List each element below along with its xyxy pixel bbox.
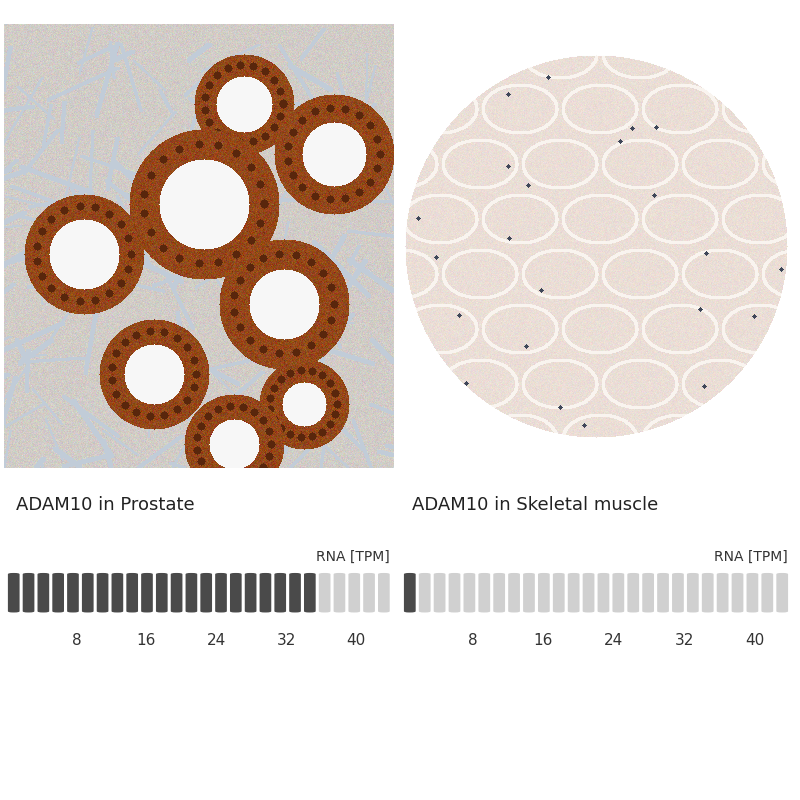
FancyBboxPatch shape [419, 573, 430, 613]
FancyBboxPatch shape [538, 573, 550, 613]
FancyBboxPatch shape [378, 573, 390, 613]
FancyBboxPatch shape [613, 573, 624, 613]
FancyBboxPatch shape [776, 573, 788, 613]
FancyBboxPatch shape [463, 573, 475, 613]
FancyBboxPatch shape [82, 573, 94, 613]
Text: 8: 8 [468, 634, 478, 648]
FancyBboxPatch shape [97, 573, 109, 613]
Text: ADAM10 in Skeletal muscle: ADAM10 in Skeletal muscle [412, 496, 658, 514]
FancyBboxPatch shape [289, 573, 301, 613]
Text: 16: 16 [534, 634, 553, 648]
FancyBboxPatch shape [38, 573, 49, 613]
Text: 24: 24 [604, 634, 623, 648]
FancyBboxPatch shape [363, 573, 375, 613]
FancyBboxPatch shape [215, 573, 227, 613]
FancyBboxPatch shape [8, 573, 19, 613]
Text: 8: 8 [71, 634, 81, 648]
FancyBboxPatch shape [627, 573, 639, 613]
FancyBboxPatch shape [568, 573, 579, 613]
Text: ADAM10 in Prostate: ADAM10 in Prostate [16, 496, 194, 514]
FancyBboxPatch shape [52, 573, 64, 613]
FancyBboxPatch shape [434, 573, 446, 613]
FancyBboxPatch shape [67, 573, 79, 613]
FancyBboxPatch shape [672, 573, 684, 613]
Text: RNA [TPM]: RNA [TPM] [714, 550, 788, 564]
FancyBboxPatch shape [186, 573, 198, 613]
Text: 32: 32 [277, 634, 296, 648]
Text: 40: 40 [745, 634, 764, 648]
FancyBboxPatch shape [334, 573, 346, 613]
Text: 32: 32 [674, 634, 694, 648]
FancyBboxPatch shape [141, 573, 153, 613]
FancyBboxPatch shape [553, 573, 565, 613]
FancyBboxPatch shape [22, 573, 34, 613]
FancyBboxPatch shape [200, 573, 212, 613]
FancyBboxPatch shape [598, 573, 610, 613]
FancyBboxPatch shape [349, 573, 360, 613]
FancyBboxPatch shape [687, 573, 698, 613]
FancyBboxPatch shape [404, 573, 416, 613]
Text: 40: 40 [346, 634, 366, 648]
FancyBboxPatch shape [170, 573, 182, 613]
FancyBboxPatch shape [274, 573, 286, 613]
FancyBboxPatch shape [478, 573, 490, 613]
FancyBboxPatch shape [126, 573, 138, 613]
FancyBboxPatch shape [642, 573, 654, 613]
Text: RNA [TPM]: RNA [TPM] [316, 550, 390, 564]
Text: 16: 16 [137, 634, 156, 648]
FancyBboxPatch shape [582, 573, 594, 613]
FancyBboxPatch shape [508, 573, 520, 613]
FancyBboxPatch shape [449, 573, 460, 613]
FancyBboxPatch shape [494, 573, 505, 613]
FancyBboxPatch shape [702, 573, 714, 613]
FancyBboxPatch shape [523, 573, 535, 613]
FancyBboxPatch shape [156, 573, 168, 613]
FancyBboxPatch shape [245, 573, 257, 613]
Text: 24: 24 [206, 634, 226, 648]
FancyBboxPatch shape [111, 573, 123, 613]
FancyBboxPatch shape [259, 573, 271, 613]
FancyBboxPatch shape [717, 573, 729, 613]
FancyBboxPatch shape [746, 573, 758, 613]
FancyBboxPatch shape [304, 573, 316, 613]
FancyBboxPatch shape [732, 573, 743, 613]
FancyBboxPatch shape [318, 573, 330, 613]
FancyBboxPatch shape [762, 573, 773, 613]
FancyBboxPatch shape [230, 573, 242, 613]
FancyBboxPatch shape [657, 573, 669, 613]
